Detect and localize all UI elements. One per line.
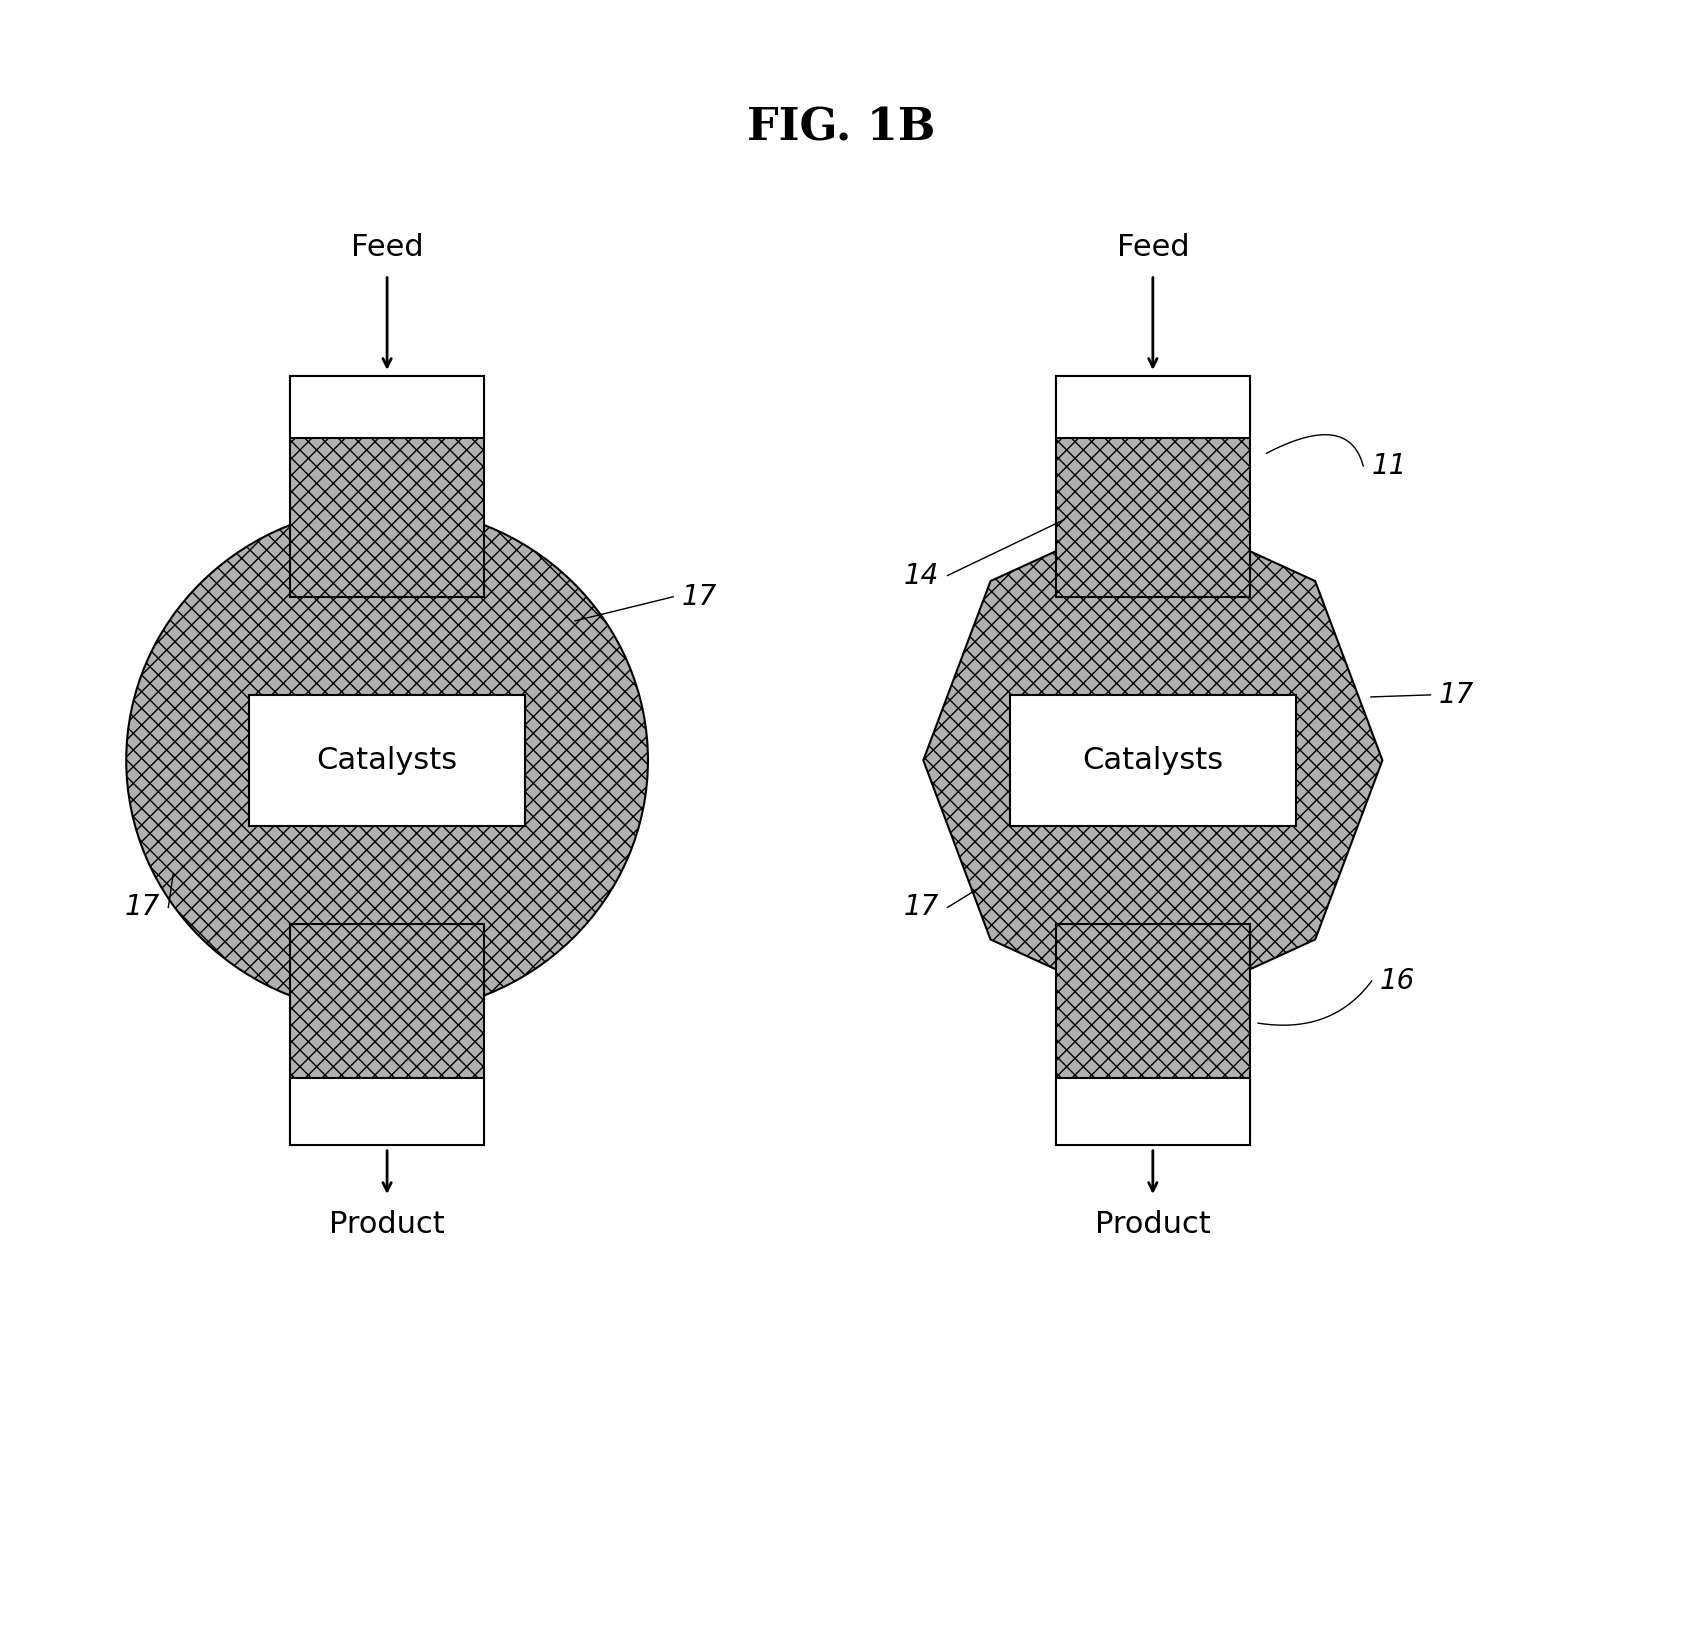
Bar bbox=[249, 695, 525, 826]
Polygon shape bbox=[923, 507, 1381, 1014]
Text: 16: 16 bbox=[1379, 966, 1415, 996]
Text: Feed: Feed bbox=[1115, 232, 1189, 262]
Bar bbox=[291, 376, 484, 597]
Bar bbox=[1056, 376, 1248, 597]
Text: 14: 14 bbox=[903, 561, 939, 590]
Text: Feed: Feed bbox=[350, 232, 424, 262]
Circle shape bbox=[126, 507, 648, 1014]
Text: Catalysts: Catalysts bbox=[1082, 746, 1223, 775]
Text: Product: Product bbox=[1095, 1210, 1209, 1239]
Bar bbox=[1009, 695, 1295, 826]
Bar bbox=[291, 1079, 484, 1144]
Text: 17: 17 bbox=[681, 582, 717, 611]
Bar bbox=[291, 376, 484, 438]
Bar bbox=[291, 924, 484, 1144]
Text: Catalysts: Catalysts bbox=[316, 746, 458, 775]
Text: Product: Product bbox=[330, 1210, 444, 1239]
Text: 11: 11 bbox=[1371, 451, 1406, 481]
Text: 17: 17 bbox=[903, 893, 939, 922]
Text: 17: 17 bbox=[1438, 680, 1473, 710]
Bar bbox=[1056, 924, 1248, 1144]
Bar bbox=[1056, 1079, 1248, 1144]
Text: FIG. 1B: FIG. 1B bbox=[747, 106, 935, 149]
Text: 17: 17 bbox=[124, 893, 160, 922]
Bar bbox=[1056, 376, 1248, 438]
